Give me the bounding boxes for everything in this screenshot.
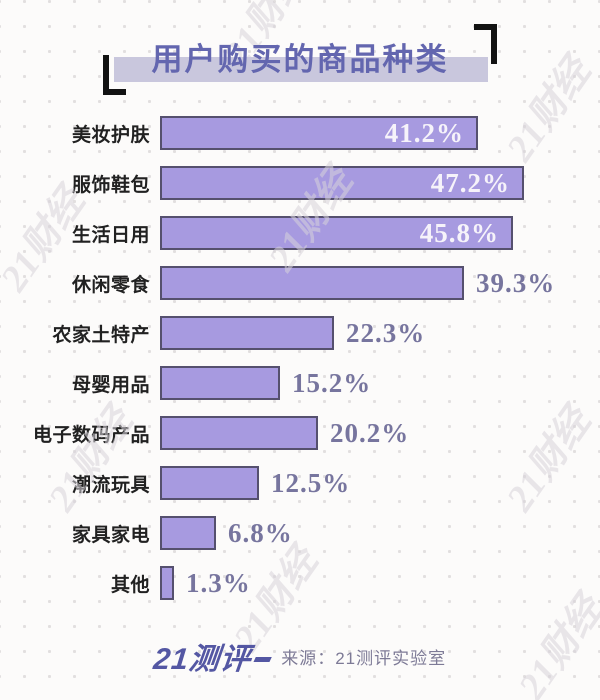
category-label: 生活日用	[71, 224, 150, 246]
source-label: 来源：21测评实验室	[281, 648, 447, 668]
corner-bracket-right-icon	[474, 24, 497, 64]
value-label: 41.2%	[384, 117, 464, 148]
logo-21ceping: 21测评	[152, 634, 274, 678]
logo-dash-icon	[253, 656, 273, 662]
value-label: 6.8%	[228, 517, 293, 548]
bar-track: 15.2%	[160, 366, 600, 400]
bar	[160, 366, 280, 400]
chart-row: 生活日用 45.8%	[0, 208, 600, 258]
category-label: 潮流玩具	[71, 474, 150, 496]
category-label: 家具家电	[71, 524, 150, 546]
value-label: 45.8%	[419, 217, 499, 248]
chart-row: 农家土特产 22.3%	[0, 308, 600, 358]
bar	[160, 316, 334, 350]
category-label: 农家土特产	[52, 324, 150, 346]
page-title: 用户购买的商品种类	[151, 42, 449, 77]
bar: 47.2%	[160, 166, 524, 200]
chart-row: 电子数码产品 20.2%	[0, 408, 600, 458]
bar	[160, 566, 174, 600]
chart-row: 其他 1.3%	[0, 558, 600, 608]
value-label: 12.5%	[271, 467, 351, 498]
value-label: 39.3%	[476, 267, 556, 298]
bar-track: 1.3%	[160, 566, 600, 600]
chart-row: 家具家电 6.8%	[0, 508, 600, 558]
bar: 41.2%	[160, 116, 478, 150]
corner-bracket-left-icon	[103, 55, 126, 95]
bar-track: 45.8%	[160, 216, 600, 250]
value-label: 47.2%	[430, 167, 510, 198]
category-label: 休闲零食	[71, 274, 150, 296]
title-area: 用户购买的商品种类	[0, 0, 600, 102]
bar-track: 39.3%	[160, 266, 600, 300]
value-label: 20.2%	[330, 417, 410, 448]
title-highlight-band	[114, 57, 488, 82]
category-label: 电子数码产品	[32, 424, 150, 446]
logo-text: 21测评	[151, 643, 253, 676]
bar	[160, 266, 464, 300]
bar-track: 6.8%	[160, 516, 600, 550]
bar-track: 47.2%	[160, 166, 600, 200]
bar-track: 41.2%	[160, 116, 600, 150]
chart-row: 服饰鞋包 47.2%	[0, 158, 600, 208]
category-label: 服饰鞋包	[71, 174, 150, 196]
bar	[160, 416, 318, 450]
bar-track: 20.2%	[160, 416, 600, 450]
bar-track: 22.3%	[160, 316, 600, 350]
bar	[160, 516, 216, 550]
bar: 45.8%	[160, 216, 513, 250]
category-label: 母婴用品	[71, 374, 150, 396]
chart-row: 潮流玩具 12.5%	[0, 458, 600, 508]
bar-track: 12.5%	[160, 466, 600, 500]
chart-row: 母婴用品 15.2%	[0, 358, 600, 408]
value-label: 1.3%	[186, 567, 251, 598]
footer: 21测评 来源：21测评实验室	[0, 634, 600, 678]
chart-row: 美妆护肤 41.2%	[0, 108, 600, 158]
chart-row: 休闲零食 39.3%	[0, 258, 600, 308]
bar-chart: 美妆护肤 41.2% 服饰鞋包 47.2% 生活日用 45.8% 休闲零食	[0, 108, 600, 608]
value-label: 22.3%	[346, 317, 426, 348]
bar	[160, 466, 259, 500]
value-label: 15.2%	[292, 367, 372, 398]
category-label: 美妆护肤	[71, 124, 150, 146]
category-label: 其他	[110, 574, 150, 596]
